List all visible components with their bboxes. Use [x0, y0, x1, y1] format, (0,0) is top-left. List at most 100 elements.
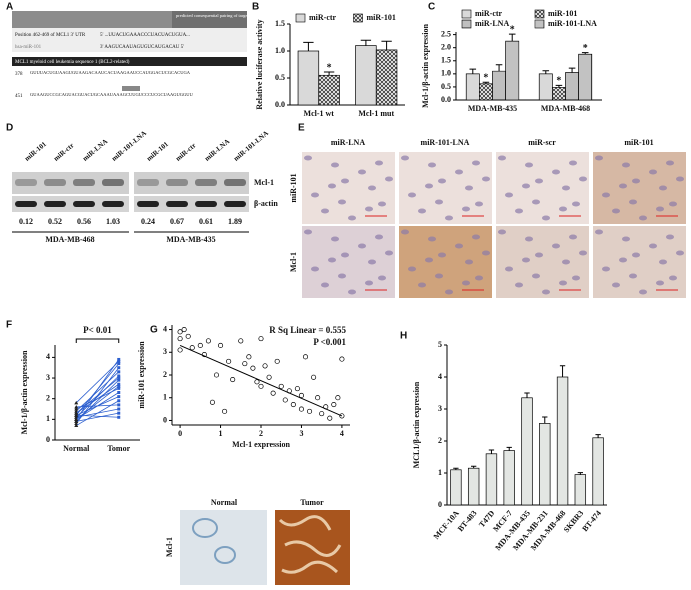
row-label: β-actin [254, 199, 278, 208]
bar [318, 74, 340, 106]
point [282, 397, 288, 403]
band [102, 179, 124, 186]
panel-label: A [6, 2, 13, 13]
point [319, 411, 325, 417]
y-tick-label: 1 [163, 393, 167, 402]
nucleus [348, 215, 356, 221]
error-bar [469, 68, 477, 74]
error-bar [555, 84, 563, 88]
blot [134, 172, 249, 194]
nucleus [612, 208, 620, 214]
point [189, 345, 195, 351]
y-tick-label: 4 [46, 352, 50, 361]
error-bar [471, 465, 477, 469]
nucleus [482, 176, 490, 182]
y-tick-label: 1.0 [275, 46, 285, 55]
bar [503, 450, 515, 506]
nucleus [408, 266, 416, 272]
lane-label: miR-101-LNA [110, 129, 148, 163]
nucleus [656, 280, 664, 286]
point [311, 374, 317, 380]
annotation: R Sq Linear = 0.555 [269, 325, 346, 335]
nucleus [595, 155, 603, 161]
nucleus [522, 183, 530, 189]
legend-swatch [353, 13, 363, 23]
point [205, 338, 211, 344]
nucleus [378, 201, 386, 207]
point [294, 386, 300, 392]
tissue [192, 518, 218, 538]
nucleus [401, 155, 409, 161]
band [224, 179, 246, 186]
y-axis-label: miR-101 expression [137, 341, 146, 409]
nucleus [321, 282, 329, 288]
nucleus [659, 185, 667, 191]
marker [74, 407, 79, 411]
point [242, 361, 248, 367]
nucleus [569, 160, 577, 166]
nucleus [569, 234, 577, 240]
point [197, 342, 203, 349]
bar [538, 73, 553, 101]
bar [492, 70, 506, 101]
nucleus [385, 176, 393, 182]
y-tick-label: 1.5 [441, 56, 451, 65]
bar [479, 83, 493, 101]
lane-label: miR-101-LNA [232, 129, 270, 163]
marker [117, 386, 121, 390]
nucleus [438, 252, 446, 258]
nucleus [572, 275, 580, 281]
nucleus [438, 178, 446, 184]
nucleus [535, 252, 543, 258]
panel-ihc: Normal Tumor Mcl-1 [165, 498, 350, 585]
nucleus [375, 234, 383, 240]
nucleus [639, 289, 647, 295]
y-axis-label: Mcl-1/β-actin expression [20, 350, 29, 434]
nucleus [552, 243, 560, 249]
point [258, 383, 264, 389]
legend-swatch [461, 19, 472, 29]
header-box [172, 11, 247, 28]
x-tick-label: MDA-MB-468 [541, 104, 590, 113]
marker [74, 413, 79, 417]
y-tick-label: 4 [163, 324, 167, 333]
panel-d: D miR-101 0.12 miR-ctr 0.52 miR-LNA 0.56 miR-1… [6, 123, 278, 244]
nucleus [535, 178, 543, 184]
sequence: GUUUACUGUAAGUGUAAGACAAUCACUAAGAAUCCAUGGA… [30, 70, 191, 75]
bar [574, 474, 587, 506]
nucleus [525, 162, 533, 168]
pair-line [76, 385, 119, 420]
marker [117, 384, 121, 388]
bar [375, 49, 398, 106]
marker [117, 403, 121, 407]
marker [74, 415, 79, 419]
nucleus [579, 250, 587, 256]
nucleus [472, 160, 480, 166]
nucleus [522, 257, 530, 263]
legend-label: miR-101 [367, 13, 396, 22]
marker [74, 411, 79, 415]
y-tick-label: 0 [438, 500, 442, 509]
y-tick-label: 0.0 [275, 100, 285, 109]
marker [117, 362, 121, 366]
nucleus [619, 257, 627, 263]
pair-line [76, 412, 119, 422]
y-tick-label: 0.0 [441, 95, 451, 104]
marker [117, 382, 121, 386]
band [137, 201, 159, 207]
marker [117, 357, 121, 361]
error-bar [524, 392, 530, 398]
significance: * [510, 24, 515, 35]
point [306, 408, 313, 414]
marker [117, 391, 121, 394]
nucleus [639, 215, 647, 221]
bar [467, 467, 480, 506]
y-tick-label: 0 [163, 415, 167, 424]
bar [355, 45, 377, 106]
nucleus [552, 169, 560, 175]
nucleus [365, 280, 373, 286]
marker [117, 395, 121, 399]
point [230, 376, 236, 383]
significance: * [556, 76, 561, 87]
nucleus [304, 229, 312, 235]
